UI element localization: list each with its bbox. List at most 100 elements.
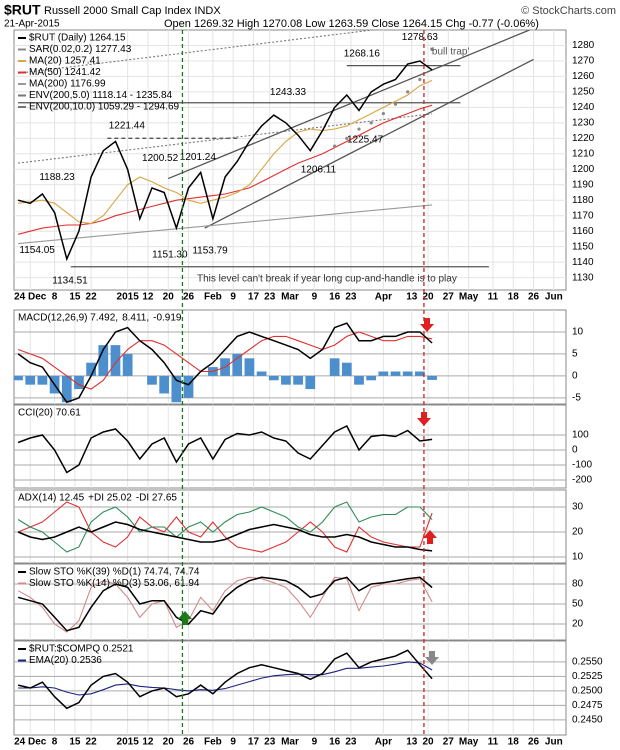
histogram-bar [268, 375, 279, 381]
x-tick-label: 13 [406, 292, 418, 303]
y-tick-label: -100 [572, 460, 592, 471]
y-tick-label: 1270 [572, 56, 595, 67]
x-tick-label: 20 [422, 737, 434, 748]
y-tick-label: 50 [572, 599, 584, 610]
series-line [18, 204, 433, 245]
x-tick-label: 11 [488, 292, 499, 303]
price-annotation: 1225.47 [347, 135, 384, 146]
histogram-bar [427, 375, 437, 380]
histogram-bar [354, 375, 364, 385]
x-tick-label: 11 [488, 737, 499, 748]
x-tick-label: 8 [52, 737, 58, 748]
histogram-bar [232, 353, 243, 376]
histogram-bar [159, 375, 170, 394]
x-tick-label: 2015 [117, 292, 140, 303]
y-tick-label: 1150 [572, 241, 594, 252]
y-tick-label: 1140 [572, 257, 594, 268]
histogram-bar [366, 375, 377, 381]
y-tick-label: 0.2500 [572, 686, 603, 697]
panel: 80 50 20 Slow STO %K(39) %D(1) 74.74, 74.74… [13, 563, 584, 641]
histogram-bar [281, 375, 291, 385]
legend-label: ENV(200,10.0) 1059.29 - 1294.69 [29, 102, 180, 113]
histogram-bar [341, 362, 352, 376]
x-tick-label: 24 Dec [14, 737, 47, 748]
x-tick-label: 27 [443, 292, 455, 303]
histogram-bar [98, 345, 109, 376]
x-tick-label: 18 [508, 737, 520, 748]
copyright: © StockCharts.com [521, 5, 616, 17]
y-tick-label: 1220 [572, 133, 595, 144]
legend-label: $RUT (Daily) 1264.15 [29, 33, 126, 44]
quote: Open 1269.32 High 1270.08 Low 1263.59 Cl… [164, 18, 539, 30]
sar-dot [406, 90, 410, 94]
series-line [17, 425, 433, 474]
y-tick-label: 0.2550 [572, 657, 603, 668]
plot-area [17, 501, 433, 553]
x-tick-label: 22 [86, 737, 98, 748]
x-tick-label: 22 [86, 292, 98, 303]
x-tick-label: 17 [248, 292, 260, 303]
histogram-bar [183, 375, 194, 398]
x-tick-label: 20 [422, 292, 434, 303]
price-annotation: 1134.51 [52, 275, 88, 286]
price-annotation: 1154.05 [19, 245, 55, 256]
x-tick-label: Jun [545, 737, 563, 748]
price-annotation: 1268.16 [344, 48, 381, 59]
sar-dot [430, 47, 434, 52]
x-tick-label: 15 [69, 292, 81, 303]
plot-area [17, 30, 534, 268]
plot-area [17, 576, 433, 633]
x-tick-label: 16 [329, 292, 341, 303]
sar-dot [381, 111, 385, 116]
panel: 10 5 0 -5 MACD(12,26,9) 7.492, 8.411, -0.919 [13, 309, 584, 405]
legend-label: MACD(12,26,9) 7.492, [18, 313, 118, 324]
up-arrow [178, 611, 192, 625]
y-tick-label: 1210 [572, 148, 595, 159]
histogram-bar [122, 353, 133, 376]
sar-dot [357, 127, 361, 131]
x-tick-label: 9 [230, 292, 236, 303]
histogram-bar [25, 375, 36, 385]
price-annotation: 1206.11 [301, 164, 337, 175]
x-tick-label: May [459, 737, 479, 748]
price-annotation: 1278.63 [402, 32, 439, 43]
legend-label: SAR(0.02,0.2) 1277.43 [29, 44, 132, 55]
x-tick-label: Mar [281, 737, 299, 748]
note-bull-trap: 'bull trap' [430, 47, 469, 58]
y-tick-label: 100 [572, 430, 589, 441]
plot-area [17, 425, 433, 474]
series-line [17, 104, 433, 235]
series-line [18, 113, 433, 164]
legend-label: Slow STO %K(39) %D(1) 74.74, 74.74 [29, 567, 200, 578]
y-tick-label: 1240 [572, 102, 595, 113]
sar-dot [333, 144, 337, 148]
y-tick-label: 1130 [572, 272, 594, 283]
x-tick-label: Mar [281, 292, 299, 303]
x-tick-label: 26 [528, 737, 540, 748]
x-tick-label: 23 [345, 292, 357, 303]
plot-area [17, 649, 433, 710]
sar-dot [345, 136, 349, 140]
price-annotation: 1151.30 [152, 249, 188, 260]
y-tick-label: 1280 [572, 40, 595, 51]
x-tick-label: 23 [264, 737, 276, 748]
legend-label: ADX(14) 12.45 [18, 493, 85, 504]
x-tick-label: 13 [406, 737, 418, 748]
series-line [17, 60, 433, 262]
signal-arrows [178, 318, 439, 665]
y-tick-label: 20 [572, 619, 584, 630]
panel: 24 Dec 8 15 22 2015 12 20 26 Feb 9 17 23 Mar 9 16 23 Apr… [13, 640, 603, 748]
x-tick-label: May [459, 292, 479, 303]
histogram-bar [14, 375, 23, 381]
x-tick-label: 24 Dec [14, 292, 47, 303]
legend-label: -0.919 [153, 313, 182, 324]
y-tick-label: 1160 [572, 226, 594, 237]
date: 21-Apr-2015 [4, 19, 60, 30]
series-line [17, 521, 433, 552]
histogram-bar [74, 375, 84, 390]
y-tick-label: 1180 [572, 195, 594, 206]
histogram-bar [378, 371, 389, 376]
series-line [17, 649, 433, 710]
x-tick-label: Apr [375, 737, 392, 748]
